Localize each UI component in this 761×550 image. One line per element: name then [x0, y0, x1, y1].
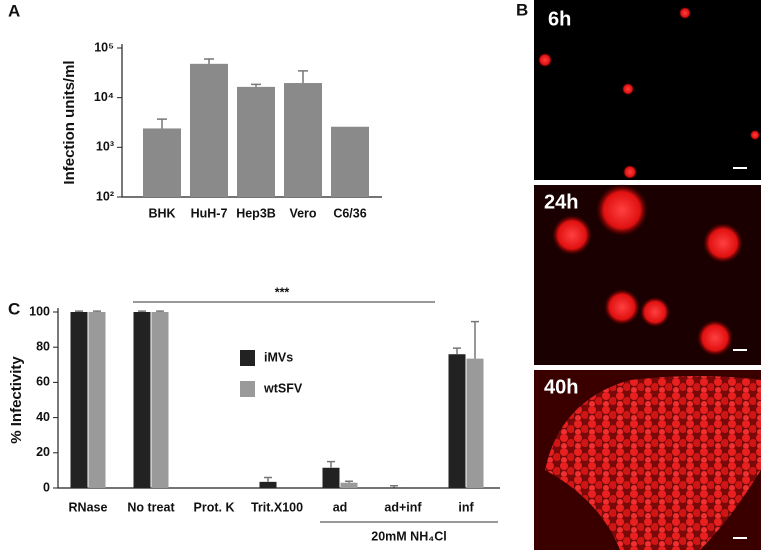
legend-swatch: [240, 350, 255, 366]
x-tick-label: No treat: [127, 500, 175, 514]
time-label: 40h: [544, 376, 578, 398]
y-tick-label: 40: [36, 410, 50, 424]
time-label: 24h: [544, 191, 578, 213]
error-bar: [156, 310, 164, 312]
error-bar: [75, 310, 83, 312]
y-axis-label: Infection units/ml: [61, 60, 78, 184]
image-6h: [534, 0, 761, 180]
legend-swatch: [240, 381, 255, 397]
panel-label: A: [8, 1, 20, 20]
error-bar: [453, 347, 461, 355]
x-tick-label: HuH-7: [191, 206, 228, 220]
bar: [143, 128, 181, 197]
y-tick-label: 10²: [96, 189, 114, 203]
y-tick-label: 20: [36, 445, 50, 459]
x-tick-label: Vero: [289, 206, 316, 220]
bar: [466, 358, 484, 488]
axis: [57, 308, 500, 489]
panel-label: B: [516, 0, 528, 19]
error-bar: [138, 310, 146, 312]
bar: [340, 482, 358, 488]
error-bar: [298, 70, 308, 84]
bar: [259, 481, 277, 488]
error-bar: [264, 476, 272, 482]
error-bar: [471, 320, 479, 359]
x-tick-label: Prot. K: [194, 500, 235, 514]
legend-label: wtSFV: [263, 381, 303, 395]
legend-label: iMVs: [264, 350, 293, 364]
error-bar: [204, 58, 214, 64]
micrographs: 6h 24h 40h: [534, 0, 761, 550]
x-tick-label: ad: [333, 500, 348, 514]
bar: [448, 354, 466, 488]
x-tick-label: ad+inf: [384, 500, 422, 514]
y-tick-label: 80: [36, 339, 50, 353]
bar: [322, 467, 340, 488]
x-tick-label: BHK: [148, 206, 175, 220]
y-axis-label: % Infectivity: [8, 356, 25, 444]
y-tick-label: 10³: [96, 140, 114, 154]
y-tick-label: 10⁵: [94, 40, 114, 54]
bar: [88, 312, 106, 488]
bar: [331, 126, 369, 197]
time-label: 6h: [548, 8, 571, 30]
panel-label: C: [8, 299, 20, 318]
group-label: 20mM NH₄Cl: [371, 529, 446, 543]
x-tick-label: Trit.X100: [251, 500, 303, 514]
x-tick-label: RNase: [69, 500, 108, 514]
y-tick-label: 10⁴: [94, 90, 114, 104]
bar: [190, 63, 228, 198]
x-tick-label: C6/36: [333, 206, 366, 220]
bar: [133, 312, 151, 488]
error-bar: [251, 83, 261, 87]
bar: [151, 312, 169, 488]
error-bar: [345, 480, 353, 483]
x-tick-label: Hep3B: [236, 206, 276, 220]
significance-label: ***: [275, 285, 290, 299]
bar: [70, 312, 88, 488]
bar: [284, 83, 322, 197]
error-bar: [93, 310, 101, 312]
bar: [385, 487, 403, 488]
error-bar: [157, 118, 167, 129]
y-tick-label: 0: [43, 480, 50, 494]
bar: [237, 86, 275, 197]
y-tick-label: 60: [36, 375, 50, 389]
error-bar: [327, 460, 335, 468]
x-tick-label: inf: [458, 500, 474, 514]
y-tick-label: 100: [29, 304, 50, 318]
error-bar: [390, 484, 398, 488]
